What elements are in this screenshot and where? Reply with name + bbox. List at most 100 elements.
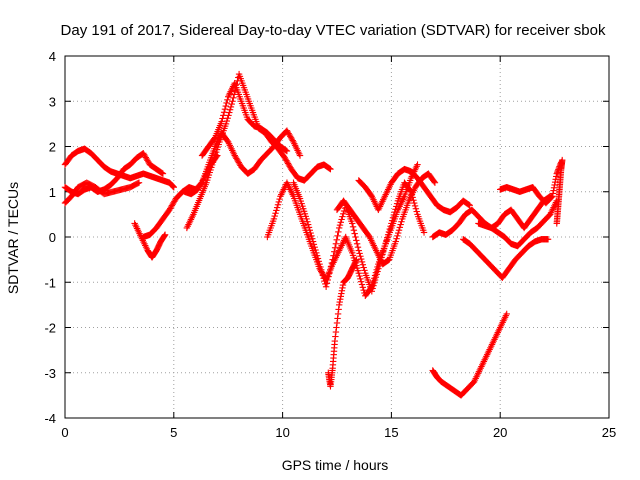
data-point	[319, 272, 327, 279]
data-point	[380, 248, 387, 255]
data-point	[430, 178, 438, 185]
data-point	[503, 310, 510, 318]
data-point	[308, 232, 315, 240]
y-tick-label: -3	[44, 366, 56, 381]
data-point	[375, 262, 383, 270]
data-point	[330, 252, 337, 259]
data-point	[336, 221, 344, 229]
data-point	[357, 253, 364, 260]
series-track-3	[61, 179, 143, 207]
data-point	[373, 271, 380, 278]
data-point	[282, 147, 290, 154]
data-point	[548, 193, 555, 201]
data-point	[386, 225, 393, 233]
data-point	[392, 238, 399, 245]
data-point	[329, 256, 336, 263]
data-point	[219, 115, 226, 122]
x-tick-label: 10	[275, 425, 289, 440]
data-point	[334, 232, 341, 240]
series-track-7	[198, 79, 291, 159]
data-point	[331, 248, 338, 255]
data-point	[351, 230, 358, 237]
data-point	[395, 229, 402, 237]
series-track-14	[429, 310, 510, 399]
data-point	[359, 284, 367, 291]
data-point	[392, 206, 399, 213]
data-point	[223, 117, 231, 125]
data-point	[221, 105, 229, 113]
series-track-11	[325, 256, 360, 390]
data-point	[228, 100, 235, 108]
data-point	[328, 259, 336, 267]
data-point	[327, 165, 334, 173]
data-point	[220, 112, 227, 119]
x-tick-label: 0	[61, 425, 68, 440]
data-point	[370, 282, 377, 289]
data-point	[340, 207, 348, 215]
data-point	[320, 275, 327, 282]
data-point	[352, 233, 359, 241]
data-point	[272, 210, 279, 217]
data-point	[393, 200, 401, 207]
data-point	[395, 227, 403, 234]
data-point	[275, 198, 282, 206]
data-point	[313, 249, 320, 257]
data-point	[296, 152, 304, 159]
data-point	[325, 273, 332, 280]
y-axis-label: SDTVAR / TECUs	[5, 182, 21, 294]
data-point	[326, 165, 333, 172]
y-tick-label: 0	[49, 230, 56, 245]
data-point	[333, 236, 340, 244]
data-point	[339, 213, 346, 220]
data-point	[223, 99, 230, 107]
chart-title: Day 191 of 2017, Sidereal Day-to-day VTE…	[61, 22, 606, 39]
data-point	[353, 256, 360, 263]
data-point	[161, 231, 169, 238]
data-point	[361, 267, 368, 274]
axis-ticks: 0 5 10 15 20 25 -4 -3 -2 -1 0 1 2 3 4	[44, 49, 616, 440]
data-point	[390, 211, 398, 219]
data-point	[318, 266, 325, 274]
data-point	[356, 250, 363, 257]
data-point	[311, 243, 318, 251]
data-point	[313, 252, 321, 259]
data-point	[397, 221, 404, 228]
series-track-4	[131, 220, 169, 261]
data-point	[307, 229, 314, 237]
data-point	[158, 169, 166, 177]
data-point	[270, 215, 278, 223]
data-point	[372, 273, 380, 281]
data-point	[356, 272, 363, 280]
data-point	[380, 245, 388, 253]
data-point	[420, 229, 428, 236]
data-point	[227, 103, 235, 111]
data-point	[359, 261, 367, 268]
x-axis-label: GPS time / hours	[282, 457, 389, 473]
data-point	[379, 251, 386, 258]
data-point	[159, 170, 167, 177]
data-point	[310, 241, 318, 248]
data-point	[368, 288, 376, 295]
data-point	[465, 201, 473, 208]
x-tick-label: 5	[170, 425, 177, 440]
data-point	[312, 246, 319, 254]
series-track-13	[355, 165, 473, 216]
data-point	[385, 228, 393, 236]
series-track-8	[181, 152, 221, 198]
data-point	[335, 224, 343, 232]
data-point	[226, 106, 234, 113]
y-tick-label: -4	[44, 411, 56, 426]
data-point	[357, 275, 364, 283]
data-point	[412, 205, 420, 212]
x-tick-label: 20	[493, 425, 507, 440]
data-point	[393, 203, 400, 210]
data-point	[271, 212, 278, 220]
data-point	[382, 240, 389, 247]
data-point	[349, 223, 357, 231]
data-point	[306, 227, 313, 234]
data-point	[391, 208, 398, 216]
data-point	[135, 179, 143, 186]
data-point	[371, 279, 378, 287]
data-point	[389, 214, 397, 221]
